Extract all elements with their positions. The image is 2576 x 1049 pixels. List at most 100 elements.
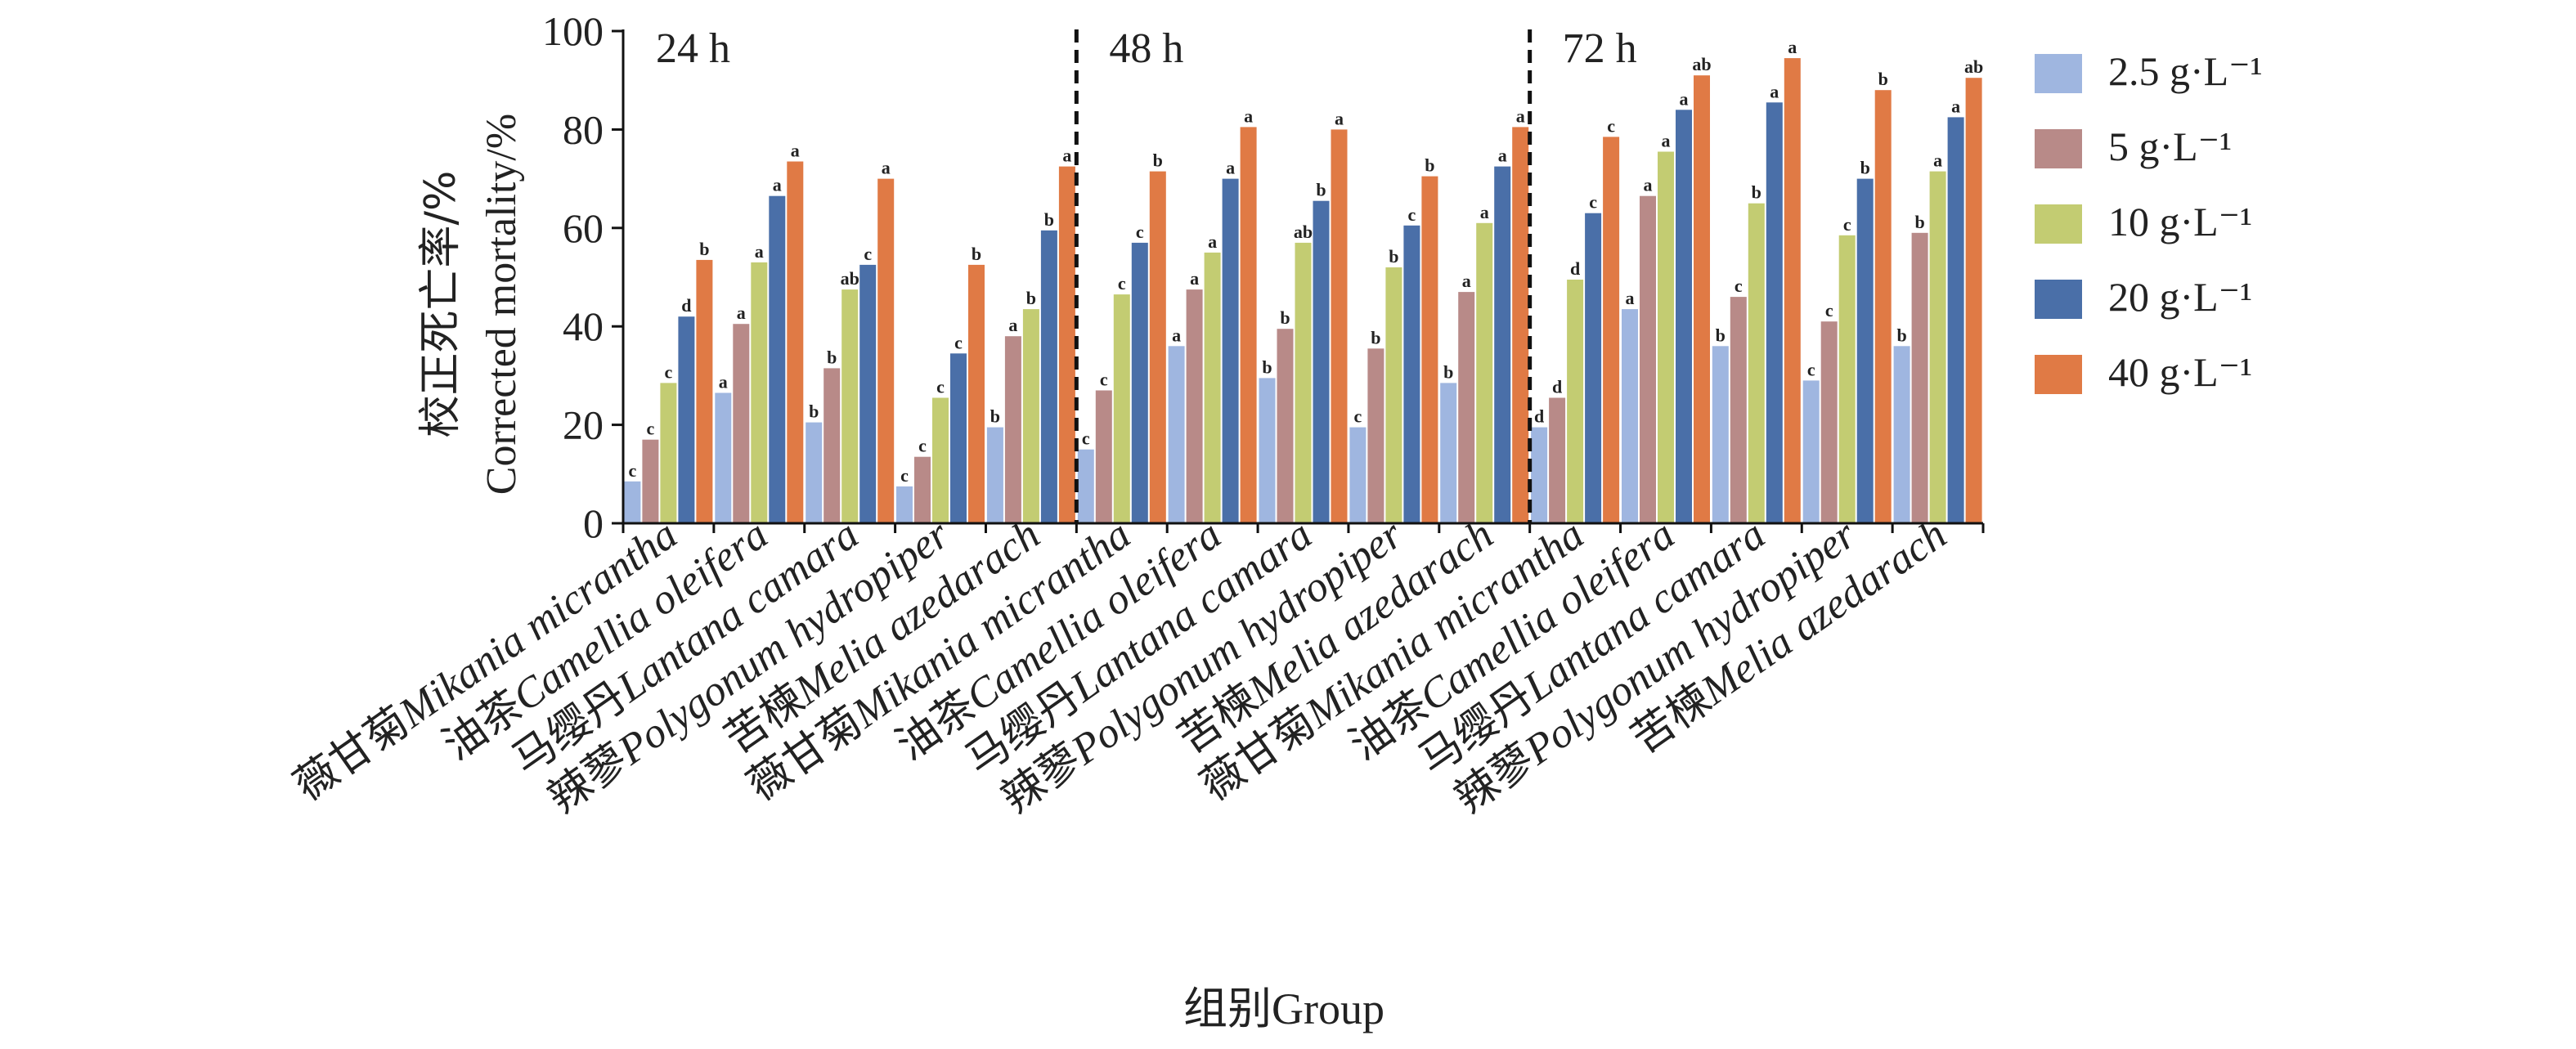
bar	[1712, 346, 1729, 523]
significance-letter: d	[681, 295, 691, 316]
significance-letter: a	[1172, 325, 1181, 345]
significance-letter: b	[1026, 288, 1036, 308]
significance-letter: b	[1044, 209, 1054, 230]
bar	[1531, 427, 1548, 523]
legend-label: 20 g·L⁻¹	[2108, 274, 2252, 320]
significance-letter: a	[1062, 146, 1071, 166]
significance-letter: c	[918, 436, 927, 456]
x-axis-label: 组别Group	[1183, 984, 1384, 1033]
bar	[1331, 129, 1348, 523]
bar	[1658, 151, 1674, 523]
significance-letter: c	[900, 465, 909, 486]
bar	[1349, 427, 1367, 523]
significance-letter: a	[1644, 175, 1653, 195]
axes-layer: 0 20 40 60 80 100	[542, 8, 1985, 546]
significance-letter: a	[719, 372, 728, 392]
bar	[950, 353, 967, 523]
bar	[1476, 222, 1493, 523]
bar	[1186, 289, 1203, 523]
significance-letter: a	[773, 175, 782, 195]
bar	[1403, 225, 1420, 523]
significance-letter: c	[1408, 204, 1416, 225]
significance-letter: a	[755, 241, 764, 262]
panel-label: 72 h	[1563, 25, 1637, 72]
bar	[1367, 348, 1384, 523]
y-tick-label: 20	[563, 402, 604, 448]
significance-letter: c	[864, 244, 872, 264]
bar	[696, 259, 713, 523]
significance-letter: d	[1570, 258, 1580, 279]
bar	[914, 456, 931, 523]
significance-letter: a	[1008, 315, 1017, 335]
bar	[1802, 380, 1820, 523]
significance-letter: b	[1280, 307, 1290, 328]
significance-letter: b	[1914, 212, 1924, 232]
significance-letter: c	[1843, 214, 1851, 235]
significance-letter: c	[1354, 406, 1362, 427]
panel-label: 24 h	[656, 25, 730, 72]
significance-letter: a	[882, 158, 891, 178]
significance-letter: ab	[841, 268, 859, 289]
panel-label: 48 h	[1109, 25, 1183, 72]
legend: 2.5 g·L⁻¹ 5 g·L⁻¹ 10 g·L⁻¹ 20 g·L⁻¹ 40 g·L⁻¹	[2035, 48, 2263, 395]
significance-letter: ab	[1692, 54, 1711, 74]
bar	[1567, 280, 1584, 523]
significance-letter: ab	[1294, 222, 1313, 242]
significance-letter: c	[1825, 300, 1833, 321]
significance-letter: c	[1082, 428, 1090, 449]
significance-letter: a	[1933, 150, 1942, 171]
bar	[1058, 166, 1075, 523]
bar	[751, 262, 768, 523]
bar	[1676, 110, 1692, 524]
bar	[1077, 449, 1094, 523]
bar	[1295, 242, 1312, 523]
bar	[1911, 232, 1928, 523]
bar	[1240, 127, 1257, 523]
significance-letter: a	[1462, 271, 1471, 291]
bar	[678, 316, 695, 523]
bar	[1168, 346, 1185, 523]
legend-swatch	[2035, 280, 2082, 319]
bar	[1494, 166, 1511, 523]
y-tick-label: 80	[563, 106, 604, 152]
bar	[1259, 378, 1276, 523]
bar	[1640, 195, 1656, 523]
bar	[642, 439, 659, 523]
significance-letter: c	[1100, 370, 1108, 390]
bar	[1277, 329, 1294, 523]
significance-letter: a	[1335, 108, 1344, 128]
significance-letter: b	[990, 406, 1000, 427]
y-axis-label-en: Corrected mortality/%	[478, 114, 525, 495]
bar	[660, 383, 677, 523]
y-axis-label-cn: 校正死亡率/%	[416, 171, 465, 438]
significance-letter: c	[629, 460, 637, 481]
bar	[896, 486, 913, 523]
legend-swatch	[2035, 54, 2082, 93]
significance-letter: a	[1244, 105, 1253, 126]
bar	[1929, 171, 1946, 523]
significance-letter: b	[1752, 182, 1761, 203]
significance-letter: c	[1735, 276, 1743, 296]
legend-label: 2.5 g·L⁻¹	[2108, 48, 2263, 94]
bar	[1222, 178, 1239, 523]
y-tick-label: 40	[563, 303, 604, 349]
significance-letter: a	[1516, 105, 1525, 126]
bar	[877, 178, 895, 523]
x-tick-label-cn: 薇甘菊	[285, 697, 418, 811]
bar	[1893, 346, 1910, 523]
significance-letter: b	[1860, 158, 1870, 178]
bar	[1603, 137, 1620, 523]
significance-letter: a	[1190, 268, 1199, 289]
significance-letter: d	[1534, 406, 1544, 427]
significance-letter: c	[665, 361, 673, 382]
y-tick-label: 60	[563, 205, 604, 251]
legend-swatch	[2035, 355, 2082, 394]
bar	[1512, 127, 1529, 523]
significance-letter: a	[1788, 37, 1797, 57]
significance-letter: b	[699, 239, 709, 259]
significance-letter: a	[1226, 158, 1235, 178]
significance-letter: c	[1589, 192, 1597, 213]
significance-letter: c	[936, 377, 945, 397]
legend-label: 5 g·L⁻¹	[2108, 123, 2232, 169]
